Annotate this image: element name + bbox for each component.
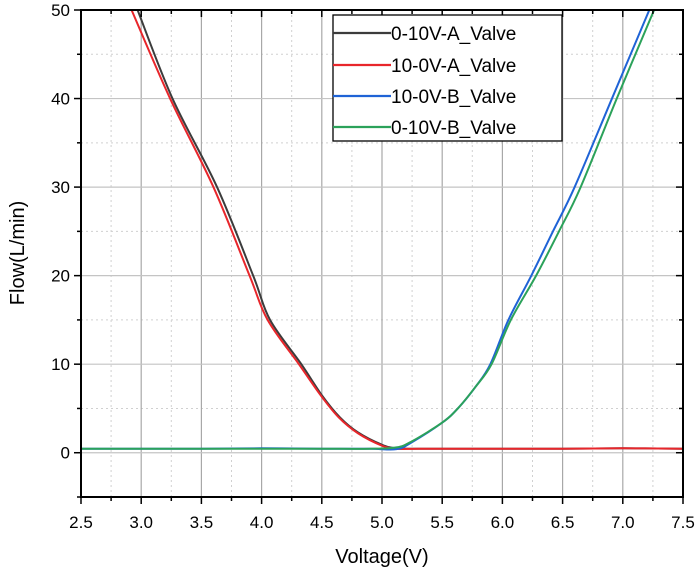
legend-box: [332, 14, 563, 142]
y-tick-label: 20: [51, 267, 70, 286]
legend-entry: 10-0V-A_Valve: [333, 56, 516, 77]
major-gridlines: [81, 10, 683, 497]
x-axis-title: Voltage(V): [335, 546, 428, 568]
x-tick-labels: 2.5 3.0 3.5 4.0 4.5 5.0 5.5 6.0 6.5 7.0 7.5: [69, 513, 695, 532]
x-tick-label: 5.0: [370, 513, 394, 532]
series-layer: [81, 10, 683, 451]
series-line-3: [81, 10, 656, 450]
axes: [74, 9, 684, 504]
y-tick-label: 40: [51, 90, 70, 109]
x-tick-label: 7.0: [611, 513, 635, 532]
y-tick-labels: 0 10 20 30 40 50: [51, 1, 70, 463]
y-tick-label: 50: [51, 1, 70, 20]
legend-entry: 0-10V-B_Valve: [333, 118, 516, 139]
legend-label: 0-10V-B_Valve: [391, 118, 516, 139]
legend-label: 0-10V-A_Valve: [391, 24, 516, 45]
legend-label: 10-0V-B_Valve: [391, 87, 516, 108]
x-tick-label: 6.5: [551, 513, 575, 532]
x-tick-label: 4.5: [310, 513, 334, 532]
legend-entry: 10-0V-B_Valve: [333, 87, 516, 108]
legend-entry: 0-10V-A_Valve: [333, 24, 516, 45]
x-tick-label: 5.5: [430, 513, 454, 532]
x-tick-label: 3.0: [129, 513, 153, 532]
series-line-1: [130, 10, 683, 450]
legend-label: 10-0V-A_Valve: [391, 56, 516, 77]
y-axis-title: Flow(L/min): [7, 201, 29, 305]
y-tick-label: 0: [61, 444, 70, 463]
x-tick-label: 6.0: [491, 513, 515, 532]
y-tick-label: 10: [51, 355, 70, 374]
legend: 0-10V-A_Valve 10-0V-A_Valve 10-0V-B_Valve 0…: [332, 14, 563, 142]
x-tick-label: 2.5: [69, 513, 93, 532]
x-tick-label: 3.5: [190, 513, 214, 532]
x-tick-label: 4.0: [250, 513, 274, 532]
y-tick-label: 30: [51, 178, 70, 197]
x-tick-label: 7.5: [671, 513, 695, 532]
